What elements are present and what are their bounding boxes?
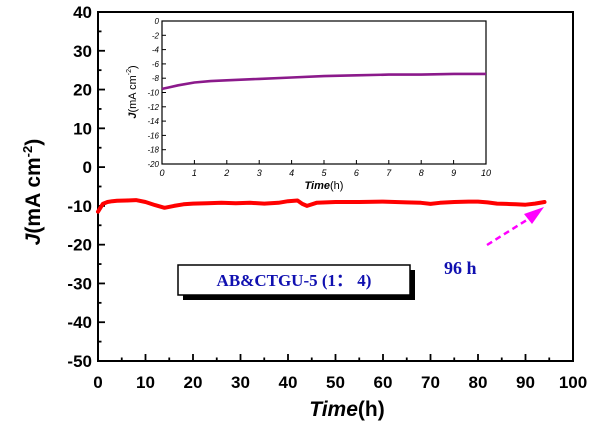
inset-y-tick-label: -4 — [152, 46, 160, 55]
inset-x-tick-label: 8 — [419, 168, 424, 178]
main-y-tick-label: 20 — [73, 81, 92, 100]
main-y-tick-label: -30 — [67, 274, 92, 293]
inset-y-tick-label: -10 — [147, 89, 159, 98]
main-x-tick-label: 40 — [279, 373, 298, 392]
duration-arrow-line — [486, 216, 531, 247]
main-y-axis-label: J(mA cm-2) — [20, 139, 45, 246]
inset-x-tick-label: 4 — [289, 168, 294, 178]
inset-x-tick-label: 5 — [321, 168, 327, 178]
inset-y-tick-label: -12 — [147, 103, 159, 112]
duration-arrow-head — [524, 207, 544, 224]
main-x-axis-label: Time(h) — [309, 398, 384, 421]
main-y-tick-label: -40 — [67, 313, 92, 332]
main-y-tick-label: 10 — [73, 119, 92, 138]
main-x-tick-label: 70 — [421, 373, 440, 392]
inset-plot-frame — [161, 20, 487, 165]
main-y-tick-label: 40 — [73, 3, 92, 22]
main-y-tick-labels: 40 30 20 10 0 -10 -20 -30 -40 -50 — [67, 3, 92, 371]
inset-x-tick-labels: 0 1 2 3 4 5 6 7 8 9 10 — [159, 168, 491, 178]
main-axis-ticks — [97, 11, 574, 362]
inset-x-tick-label: 6 — [354, 168, 359, 178]
inset-x-tick-label: 2 — [223, 168, 229, 178]
inset-axis-ticks — [161, 20, 487, 165]
main-x-tick-label: 10 — [136, 373, 155, 392]
main-x-tick-label: 80 — [469, 373, 488, 392]
inset-y-tick-label: -16 — [147, 131, 159, 140]
main-series-line — [96, 198, 547, 214]
inset-x-tick-label: 3 — [257, 168, 262, 178]
duration-label: 96 h — [444, 258, 477, 278]
inset-y-tick-label: -6 — [152, 60, 160, 69]
inset-y-tick-labels: 0 -2 -4 -6 -8 -10 -12 -14 -16 -18 -20 — [147, 17, 159, 169]
inset-x-tick-label: 0 — [159, 168, 164, 178]
main-y-tick-label: -20 — [67, 236, 92, 255]
main-x-tick-label: 90 — [516, 373, 535, 392]
main-y-tick-label: 0 — [83, 158, 92, 177]
inset-series-line — [161, 72, 486, 91]
inset-x-tick-label: 9 — [451, 168, 456, 178]
inset-y-tick-label: -14 — [147, 117, 159, 126]
inset-y-tick-label: -20 — [147, 160, 159, 169]
main-x-tick-label: 60 — [374, 373, 393, 392]
inset-y-tick-label: 0 — [155, 17, 160, 26]
inset-x-tick-label: 10 — [481, 168, 491, 178]
inset-y-tick-label: -18 — [147, 146, 159, 155]
main-x-tick-label: 50 — [326, 373, 345, 392]
inset-x-tick-label: 1 — [192, 168, 197, 178]
inset-y-tick-label: -8 — [152, 74, 160, 83]
main-x-tick-label: 0 — [93, 373, 102, 392]
main-y-tick-label: -50 — [67, 352, 92, 371]
main-y-tick-label: -10 — [67, 197, 92, 216]
inset-y-axis-label: J(mA cm-2) — [126, 65, 139, 118]
main-x-tick-label: 100 — [559, 373, 587, 392]
main-x-tick-label: 20 — [184, 373, 203, 392]
inset-x-axis-label: Time(h) — [305, 180, 344, 192]
main-x-tick-labels: 0 10 20 30 40 50 60 70 80 90 100 — [93, 373, 587, 392]
main-x-tick-label: 30 — [231, 373, 250, 392]
main-y-tick-label: 30 — [73, 42, 92, 61]
inset-x-tick-label: 7 — [386, 168, 392, 178]
sample-label-box — [177, 264, 411, 296]
inset-y-tick-label: -2 — [152, 31, 160, 40]
sample-label-text: AB&CTGU-5 (1： 4) — [217, 271, 372, 290]
